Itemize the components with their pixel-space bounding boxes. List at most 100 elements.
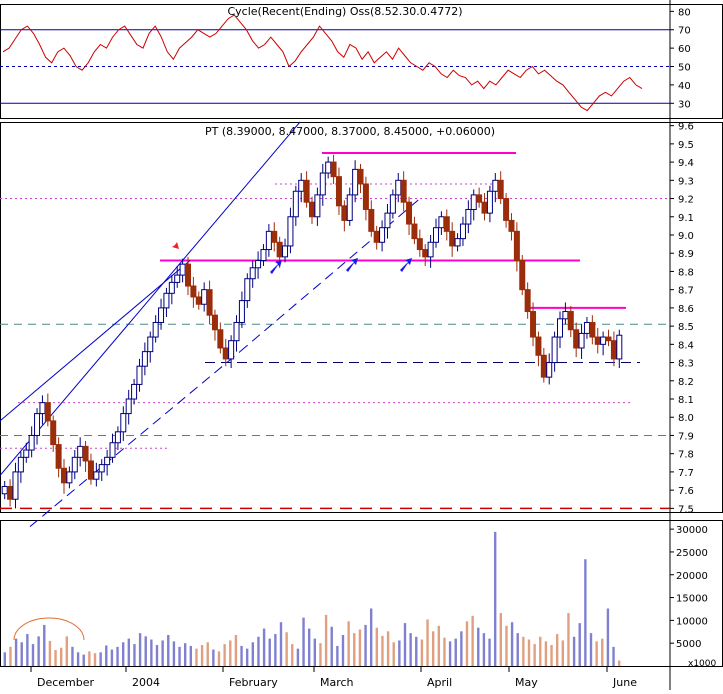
volume-bar bbox=[527, 639, 531, 666]
candle-body bbox=[411, 223, 418, 240]
volume-bar bbox=[76, 652, 80, 666]
candle-body bbox=[158, 307, 165, 323]
price-tick-label: 8.7 bbox=[678, 286, 694, 297]
candle-body bbox=[362, 183, 369, 210]
candle-body bbox=[179, 263, 186, 276]
volume-bar bbox=[319, 643, 322, 666]
volume-bar bbox=[9, 646, 12, 666]
candle-body bbox=[87, 460, 94, 480]
x-tick-label: December bbox=[37, 676, 95, 689]
candle-body bbox=[416, 238, 423, 251]
candle-body bbox=[276, 241, 283, 258]
volume-bar bbox=[262, 628, 266, 666]
mid-channel-line bbox=[0, 260, 191, 422]
candle-body bbox=[540, 354, 547, 378]
price-tick-label: 8.6 bbox=[678, 304, 694, 315]
price-tick-label: 8.4 bbox=[678, 340, 694, 351]
volume-bar bbox=[296, 648, 300, 666]
candle-body bbox=[55, 444, 62, 469]
candle-body bbox=[287, 216, 294, 247]
candle-body bbox=[352, 168, 359, 196]
x-tick-label: April bbox=[427, 676, 452, 689]
volume-bar bbox=[584, 559, 587, 666]
volume-bar bbox=[555, 634, 559, 666]
volume-bar bbox=[229, 640, 232, 666]
volume-bar bbox=[471, 615, 474, 666]
candle-body bbox=[98, 464, 105, 473]
volume-bar bbox=[99, 652, 102, 666]
candle-body bbox=[589, 321, 596, 338]
candle-body bbox=[7, 485, 14, 500]
candle-body bbox=[389, 194, 396, 214]
volume-bar bbox=[155, 645, 159, 666]
candle-body bbox=[93, 471, 100, 480]
volume-bar bbox=[59, 647, 63, 666]
volume-bar bbox=[245, 648, 249, 666]
price-tick-label: 8.0 bbox=[678, 413, 694, 424]
lower-channel-dashed-2 bbox=[239, 198, 421, 353]
volume-y-axis: 30000 25000 20000 15000 10000 5000 bbox=[670, 525, 708, 650]
volume-bar bbox=[375, 627, 379, 666]
candle-body bbox=[546, 362, 553, 378]
candle-body bbox=[206, 289, 213, 316]
lower-channel-dashed bbox=[29, 351, 241, 527]
cycle-tick-label: 50 bbox=[678, 63, 691, 74]
volume-bar bbox=[589, 633, 593, 666]
price-tick-label: 9.6 bbox=[678, 122, 694, 133]
volume-bar bbox=[65, 636, 69, 666]
candle-body bbox=[406, 201, 413, 225]
volume-bar bbox=[3, 652, 7, 666]
volume-bar bbox=[82, 654, 85, 666]
candle-body bbox=[104, 456, 111, 466]
candle-body bbox=[395, 179, 402, 196]
volume-panel-frame bbox=[0, 520, 723, 667]
volume-bar bbox=[150, 639, 153, 666]
volume-bar bbox=[595, 641, 598, 666]
candle-body bbox=[524, 289, 531, 313]
volume-bar bbox=[189, 645, 193, 666]
candle-body bbox=[373, 230, 380, 243]
candle-body bbox=[346, 194, 353, 221]
candle-body bbox=[244, 278, 251, 302]
candle-body bbox=[330, 161, 337, 178]
volume-bar bbox=[71, 646, 74, 666]
volume-bar bbox=[493, 531, 497, 666]
candle-body bbox=[260, 249, 267, 262]
x-tick-label: 2004 bbox=[132, 676, 160, 689]
cycle-panel-frame bbox=[0, 4, 723, 119]
volume-tick-label: 5000 bbox=[676, 639, 701, 650]
candle-body bbox=[265, 230, 272, 251]
candle-body bbox=[486, 190, 493, 214]
volume-bar bbox=[195, 648, 198, 666]
candle-body bbox=[384, 212, 391, 229]
x-tick-label: May bbox=[515, 676, 538, 689]
candle-body bbox=[82, 445, 89, 462]
cycle-tick-label: 30 bbox=[678, 99, 691, 110]
volume-bar bbox=[617, 660, 621, 666]
volume-bar bbox=[285, 632, 288, 666]
volume-bar bbox=[330, 626, 333, 666]
x-tick-label: March bbox=[320, 676, 354, 689]
volume-bar bbox=[392, 642, 395, 666]
blue-arrow-1 bbox=[270, 260, 282, 274]
blue-arrow-3-shape bbox=[400, 258, 412, 272]
volume-bar bbox=[353, 633, 356, 666]
volume-bar bbox=[251, 642, 255, 666]
candle-body bbox=[168, 281, 175, 294]
volume-bar bbox=[217, 651, 221, 666]
blue-arrow-2 bbox=[346, 258, 358, 272]
volume-bar bbox=[133, 644, 136, 666]
cycle-tick-label: 70 bbox=[678, 26, 691, 37]
volume-bar bbox=[212, 649, 215, 666]
price-tick-label: 9.5 bbox=[678, 140, 694, 151]
candle-body bbox=[335, 176, 342, 207]
candle-body bbox=[114, 431, 121, 444]
candle-body bbox=[309, 201, 315, 218]
candle-body bbox=[50, 420, 57, 446]
price-tick-label: 8.8 bbox=[678, 267, 694, 278]
volume-bar bbox=[465, 621, 469, 666]
price-panel-title: PT (8.39000, 8.47000, 8.37000, 8.45000, … bbox=[205, 125, 495, 138]
volume-bar bbox=[183, 643, 187, 666]
volume-tick-label: 25000 bbox=[676, 548, 708, 559]
